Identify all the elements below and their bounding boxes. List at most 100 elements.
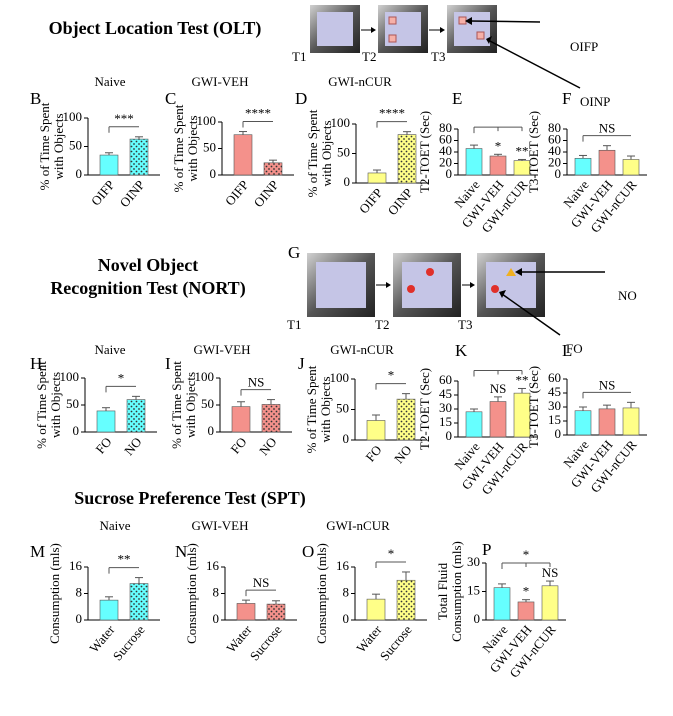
y-tick-label: 50 xyxy=(203,139,216,154)
y-axis-label: Consumption (mls) xyxy=(47,543,62,644)
section-heading: Novel Object xyxy=(98,255,198,275)
y-axis-label: T3-TOET (Sec) xyxy=(526,366,541,448)
x-tick-label: FO xyxy=(92,434,114,456)
y-axis-label: with Objects xyxy=(183,372,198,438)
chart-title: GWI-nCUR xyxy=(326,518,390,533)
significance-label: * xyxy=(495,138,502,153)
bar xyxy=(465,148,483,176)
schematic-olt: A T1 T2 T3 OIFP OINP xyxy=(292,1,610,109)
y-tick-label: 45 xyxy=(548,384,561,399)
y-tick-label: 8 xyxy=(343,584,350,599)
y-axis-label: % of Time Spent xyxy=(304,365,319,453)
pointer xyxy=(469,20,541,23)
bar xyxy=(99,599,119,621)
x-tick-label: NO xyxy=(256,434,280,458)
schematic-nort: G T1 T2 T3 NO FO xyxy=(287,243,637,356)
y-tick-label: 50 xyxy=(69,137,82,152)
significance-label: **** xyxy=(379,106,405,121)
significance-label: NS xyxy=(253,575,270,590)
x-tick-label: OIFP xyxy=(222,177,252,208)
bar xyxy=(96,410,116,433)
y-tick-label: 80 xyxy=(548,120,561,135)
y-tick-label: 100 xyxy=(63,109,83,124)
significance-label: NS xyxy=(490,381,507,396)
y-tick-label: 0 xyxy=(446,166,453,181)
y-tick-label: 0 xyxy=(343,611,350,626)
bar-pattern xyxy=(262,404,280,432)
significance-label: * xyxy=(523,584,530,599)
chart-title: GWI-VEH xyxy=(191,74,248,89)
panel-letter: P xyxy=(482,540,491,559)
object xyxy=(388,16,397,25)
y-tick-label: 30 xyxy=(439,400,452,415)
x-tick-label: Sucrose xyxy=(247,622,285,663)
bar xyxy=(574,410,592,436)
y-axis-label: T2-TOET (Sec) xyxy=(417,111,432,193)
object xyxy=(426,268,434,276)
bar-pattern xyxy=(264,162,282,175)
panel: C GWI-VEH 0 50 100 % of Time Spent with Object… xyxy=(165,74,294,210)
y-axis-label: T2-TOET (Sec) xyxy=(417,368,432,450)
y-tick-label: 50 xyxy=(66,396,79,411)
significance-label: ** xyxy=(516,143,529,158)
panel-letter: M xyxy=(30,542,45,561)
y-tick-label: 16 xyxy=(336,558,350,573)
bar-pattern xyxy=(397,580,415,620)
arrow-head xyxy=(470,282,475,288)
y-tick-label: 100 xyxy=(195,369,215,384)
object xyxy=(491,285,499,293)
arrow-head xyxy=(499,290,506,298)
arena-floor xyxy=(402,262,452,308)
x-tick-label: FO xyxy=(227,434,249,456)
bar xyxy=(598,149,616,176)
trial-label: T3 xyxy=(431,49,445,64)
x-tick-label: OIFP xyxy=(88,177,118,208)
y-tick-label: 45 xyxy=(439,386,452,401)
panel-letter: G xyxy=(288,243,300,262)
panel: D GWI-nCUR 0 50 100 % of Time Spent with Objec… xyxy=(295,74,428,218)
y-tick-label: 60 xyxy=(548,370,561,385)
y-tick-label: 0 xyxy=(73,423,80,438)
y-tick-label: 80 xyxy=(439,120,452,135)
x-tick-label: OINP xyxy=(117,177,148,210)
arrow-head xyxy=(465,17,472,25)
section-heading: Recognition Test (NORT) xyxy=(50,278,245,299)
arrow-head xyxy=(386,282,391,288)
y-tick-label: 20 xyxy=(548,154,561,169)
panel-letter: D xyxy=(295,89,307,108)
y-tick-label: 0 xyxy=(343,431,350,446)
x-tick-label: NO xyxy=(391,442,415,466)
panel-letter: F xyxy=(562,89,571,108)
bar xyxy=(366,598,386,621)
y-axis-label: with Objects xyxy=(48,372,63,438)
bar xyxy=(598,408,616,436)
panel-letter: I xyxy=(165,354,171,373)
object xyxy=(407,285,415,293)
object xyxy=(388,34,397,43)
x-tick-label: OINP xyxy=(385,185,416,218)
y-tick-label: 20 xyxy=(439,154,452,169)
arena-floor xyxy=(316,262,366,308)
arrow-head xyxy=(440,27,445,33)
y-axis-label: % of Time Spent xyxy=(169,361,184,449)
x-tick-label: Sucrose xyxy=(377,622,415,663)
y-tick-label: 100 xyxy=(60,369,80,384)
bar-pattern xyxy=(130,139,148,175)
trial-label: T2 xyxy=(375,317,389,332)
y-tick-label: 40 xyxy=(548,143,561,158)
bar-pattern xyxy=(130,583,148,620)
bar xyxy=(99,154,119,176)
panel-letter: K xyxy=(455,341,468,360)
arena-floor xyxy=(317,12,353,46)
arrow-head xyxy=(486,36,492,44)
y-tick-label: 0 xyxy=(344,174,351,189)
bar xyxy=(517,601,535,621)
trial-label: T3 xyxy=(458,317,472,332)
